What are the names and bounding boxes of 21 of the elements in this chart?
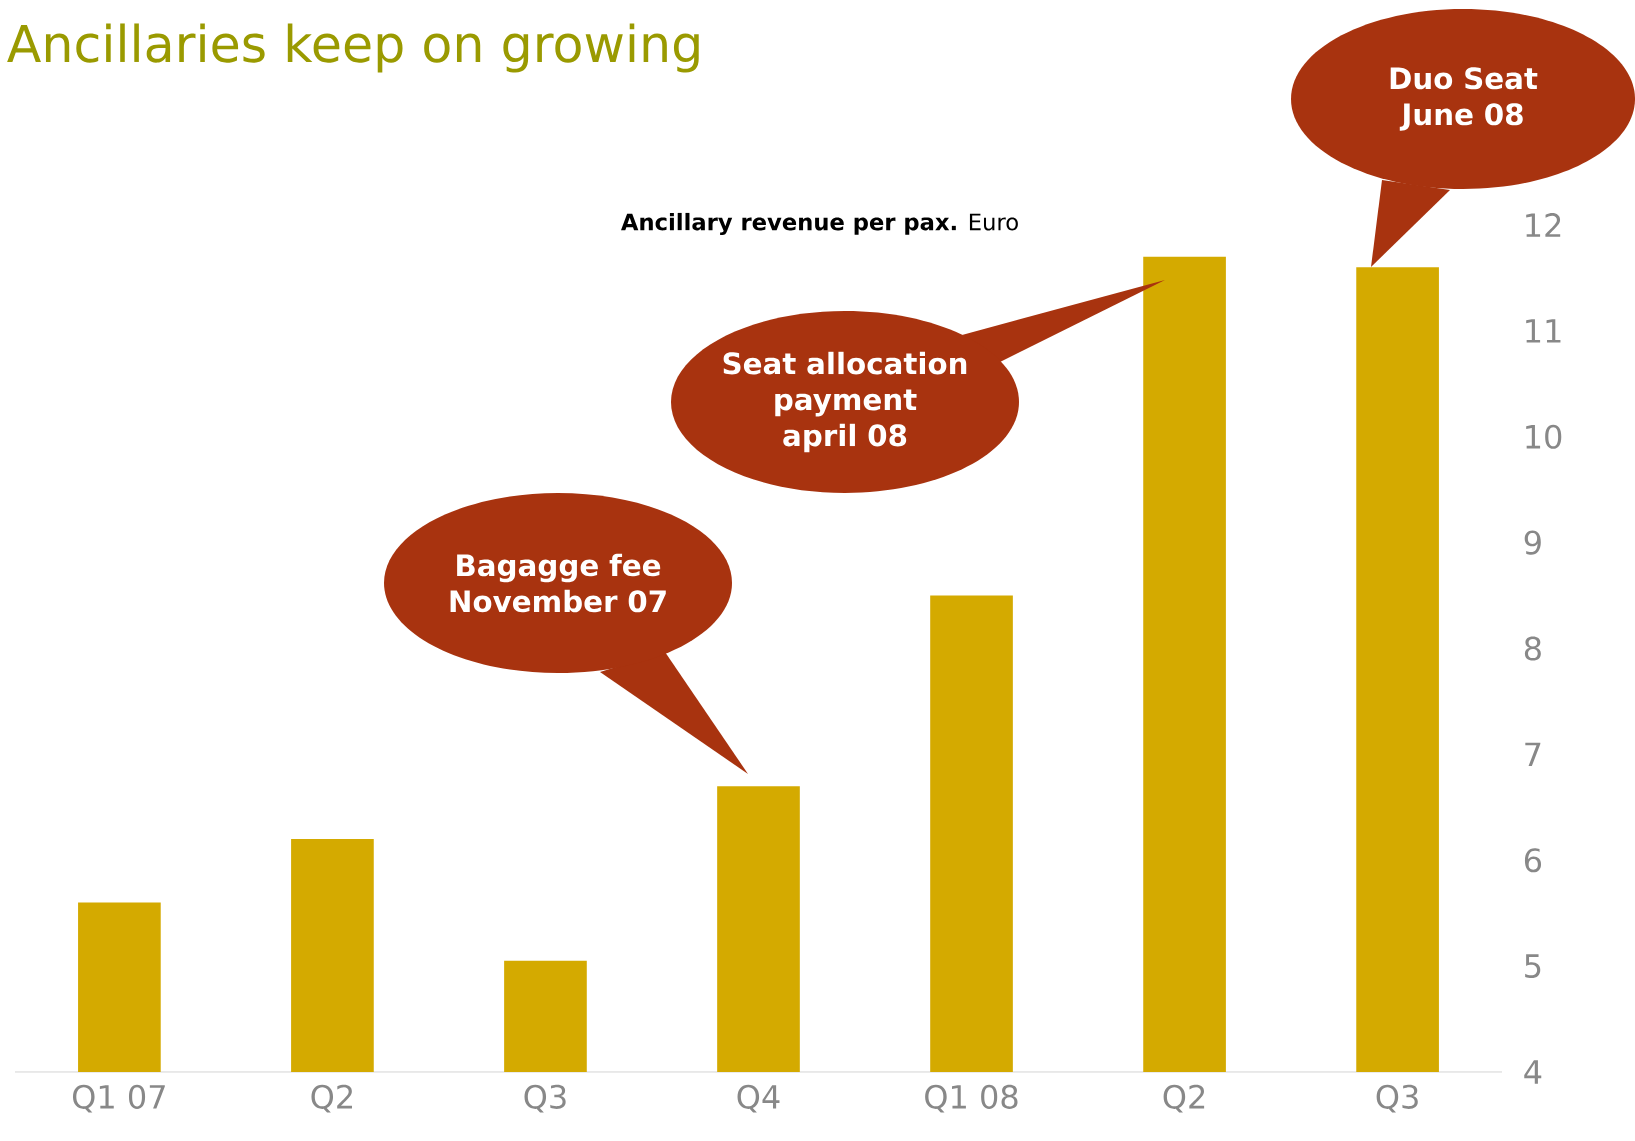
x-tick-label: Q2	[311, 1084, 352, 1113]
y-tick-label: 5	[1525, 954, 1541, 979]
y-tick-label: 12	[1526, 213, 1561, 237]
y-tick-label: 10	[1526, 424, 1562, 449]
y-tick-label: 7	[1525, 742, 1541, 767]
chart-title: Ancillaries keep on growing	[7, 23, 699, 73]
y-tick-label: 6	[1524, 848, 1542, 873]
y-tick-label: 4	[1524, 1060, 1542, 1084]
y-tick-label: 11	[1526, 319, 1561, 343]
chart-subtitle: Ancillary revenue per pax. Euro	[621, 212, 1018, 236]
annotation: Seat allocation payment april 08	[723, 351, 967, 453]
x-tick-label: Q3	[524, 1084, 566, 1113]
text: Duo Seat June 08	[1390, 67, 1538, 131]
annotation: Bagagge fee November 07	[450, 553, 666, 613]
y-tick-label: 9	[1524, 530, 1541, 555]
x-tick-label: Q2	[1163, 1084, 1205, 1113]
x-tick-label: Q3	[1376, 1084, 1418, 1113]
y-tick-label: 8	[1524, 636, 1541, 661]
x-tick-label: Q4	[737, 1084, 780, 1113]
x-tick-label: Q1 07	[72, 1084, 165, 1113]
x-tick-label: Q1 08	[925, 1084, 1018, 1113]
